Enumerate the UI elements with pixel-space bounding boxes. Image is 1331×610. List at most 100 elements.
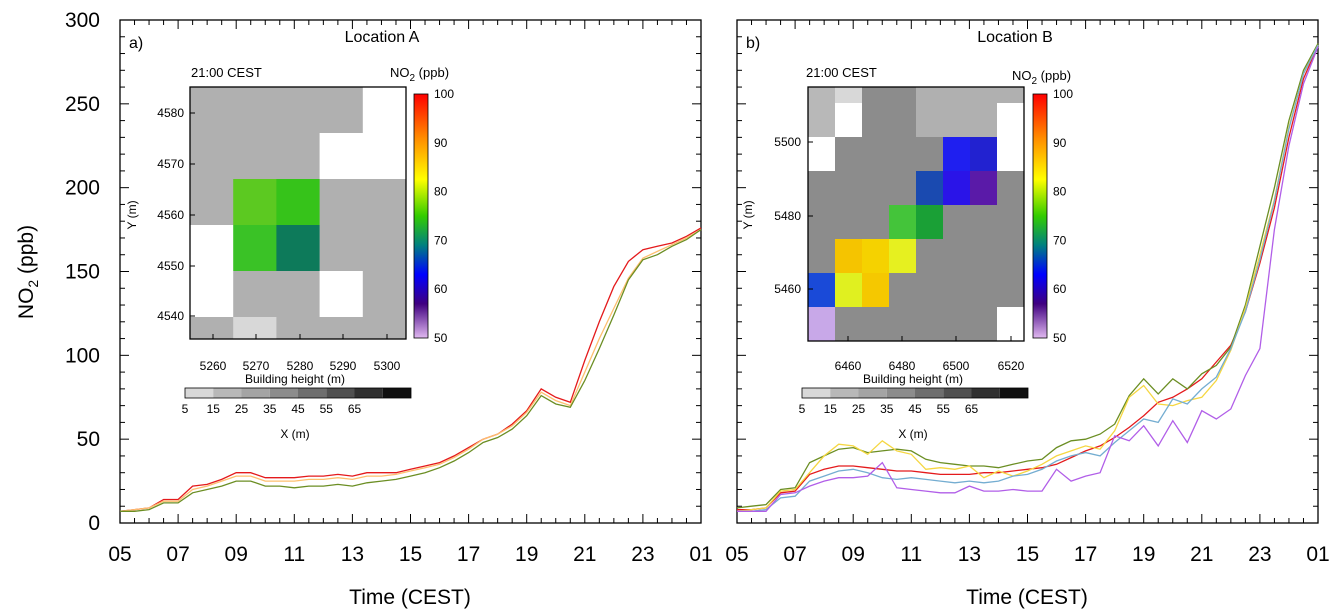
inset-b-cell	[889, 273, 917, 308]
inset-a-building-height-swatch	[185, 388, 214, 398]
inset-a-cell	[362, 87, 407, 134]
inset-a-colorbar-tick: 100	[434, 87, 454, 101]
panel-b-ticks: 05 07 09 11 13 15 17 19 21 23 01	[725, 19, 1330, 566]
inset-b-heatmap	[808, 87, 1025, 342]
inset-b-building-height-tick: 35	[880, 402, 894, 416]
inset-a-building-height-frame	[184, 387, 412, 399]
panel-a-x-tick-label: 11	[283, 543, 305, 566]
inset-b-cell	[862, 307, 890, 342]
inset-b-cell	[997, 307, 1025, 342]
inset-b-cell	[808, 137, 836, 172]
inset-a-cell	[319, 317, 364, 339]
panel-a-x-tick-label: 23	[631, 543, 654, 566]
inset-b-frame	[807, 86, 1025, 342]
inset-a-cell	[362, 317, 407, 339]
inset-a-x-tick-label: 5260	[200, 359, 227, 373]
inset-b-cell	[943, 273, 971, 308]
inset-b-cell	[943, 137, 971, 172]
inset-b-cell	[916, 205, 944, 240]
inset-b-cell	[862, 137, 890, 172]
inset-b-cell	[889, 239, 917, 274]
inset-a-building-height-label: Building height (m)	[245, 372, 345, 386]
inset-b-colorbar-tick: 60	[1053, 282, 1067, 296]
panel-a-x-tick-label: 07	[166, 543, 189, 566]
inset-a-building-height-tick: 5	[182, 402, 189, 416]
panel-b-x-tick-label: 21	[1190, 543, 1213, 566]
inset-a-cell	[233, 87, 277, 134]
y-tick-label: 0	[88, 512, 100, 535]
inset-a-colorbar-tick: 90	[434, 136, 448, 150]
inset-a-y-label: Y (m)	[125, 200, 139, 229]
inset-b-cell	[916, 239, 944, 274]
inset-b-cell	[808, 307, 836, 342]
inset-a-cell	[276, 87, 321, 134]
inset-a-colorbar-tick: 80	[434, 185, 448, 199]
inset-b-cell	[808, 87, 836, 104]
panel-a-series-line	[119, 227, 702, 512]
panel-b-x-tick-label: 01	[1306, 543, 1329, 566]
inset-a-axes: 5260 5270 5280 5290 5300 4540 4550 4560 4570 4580	[157, 106, 400, 373]
inset-a-cell	[362, 133, 407, 180]
inset-b-cell	[970, 137, 998, 172]
inset-a-cell	[319, 179, 364, 226]
inset-b-axes: 6460 6480 6500 6520 5460 5480 5500	[774, 135, 1024, 373]
panel-b-title: Location B	[977, 29, 1053, 46]
inset-b-cell	[835, 103, 863, 138]
inset-b-cell	[970, 87, 998, 104]
inset-b-colorbar-tick: 50	[1053, 331, 1067, 345]
panel-b-series-line	[736, 43, 1319, 509]
inset-b-cell	[997, 87, 1025, 104]
inset-a-cell	[362, 179, 407, 226]
inset-b-colorbar-tick: 70	[1053, 233, 1067, 247]
panel-a: 05 07 09 11 13 15 17 19 21 23 01 0 50 100 150 200 250 300…	[65, 9, 713, 609]
inset-b-cell	[862, 87, 890, 104]
inset-a-heatmap	[190, 87, 407, 339]
inset-b-cell	[970, 273, 998, 308]
inset-a-y-tick-label: 4560	[157, 208, 184, 222]
inset-a-x-tick-label: 5300	[374, 359, 401, 373]
inset-a-x-tick-label: 5270	[243, 359, 270, 373]
inset-b-cell	[862, 205, 890, 240]
inset-a-building-height-swatch	[382, 388, 411, 398]
inset-a-x-tick-label: 5290	[330, 359, 357, 373]
panel-b-x-tick-label: 11	[900, 543, 922, 566]
inset-b-cell	[835, 137, 863, 172]
inset-b-colorbar-tick: 100	[1053, 87, 1073, 101]
inset-a-frame	[189, 86, 407, 340]
panel-a-x-tick-label: 21	[573, 543, 596, 566]
panel-b-x-tick-label: 05	[725, 543, 748, 566]
inset-a-colorbar-tick: 60	[434, 282, 448, 296]
panel-b-x-tick-label: 13	[958, 543, 981, 566]
inset-a-building-height-bar: 5 15 25 35 45 55 65	[182, 387, 412, 416]
inset-a-colorbar-tick: 50	[434, 331, 448, 345]
inset-b-x-tick-label: 6460	[835, 359, 862, 373]
inset-a-colorbar: 100 90 80 70 60 50	[413, 87, 454, 345]
inset-b-cell	[889, 137, 917, 172]
panel-b-series-line	[736, 44, 1319, 512]
inset-a-building-height-swatch	[213, 388, 242, 398]
inset-b-time-label: 21:00 CEST	[806, 65, 877, 80]
inset-a-cell	[190, 133, 234, 180]
panel-a-x-tick-label: 01	[689, 543, 712, 566]
inset-b-cell	[943, 205, 971, 240]
inset-b-building-height-swatch	[971, 388, 1000, 398]
inset-a-building-height-tick: 15	[207, 402, 221, 416]
inset-b-cell	[835, 239, 863, 274]
inset-b-x-tick-label: 6520	[998, 359, 1025, 373]
panel-a-x-tick-label: 05	[108, 543, 131, 566]
y-axis-label: NO2 (ppb)	[15, 225, 41, 319]
panel-a-series-line	[119, 229, 702, 512]
inset-b-building-height-tick: 25	[852, 402, 866, 416]
inset-b-cell	[997, 205, 1025, 240]
inset-b-cell	[997, 137, 1025, 172]
panel-a-x-tick-label: 09	[225, 543, 248, 566]
inset-b-cell	[943, 103, 971, 138]
inset-b-building-height-tick: 55	[937, 402, 951, 416]
inset-a-building-height-tick: 25	[235, 402, 249, 416]
inset-b-cell	[808, 239, 836, 274]
inset-b-building-height-swatch	[943, 388, 972, 398]
inset-b-building-height-swatch	[830, 388, 859, 398]
panel-a-x-axis-label: Time (CEST)	[349, 586, 471, 609]
inset-b-cell	[889, 307, 917, 342]
